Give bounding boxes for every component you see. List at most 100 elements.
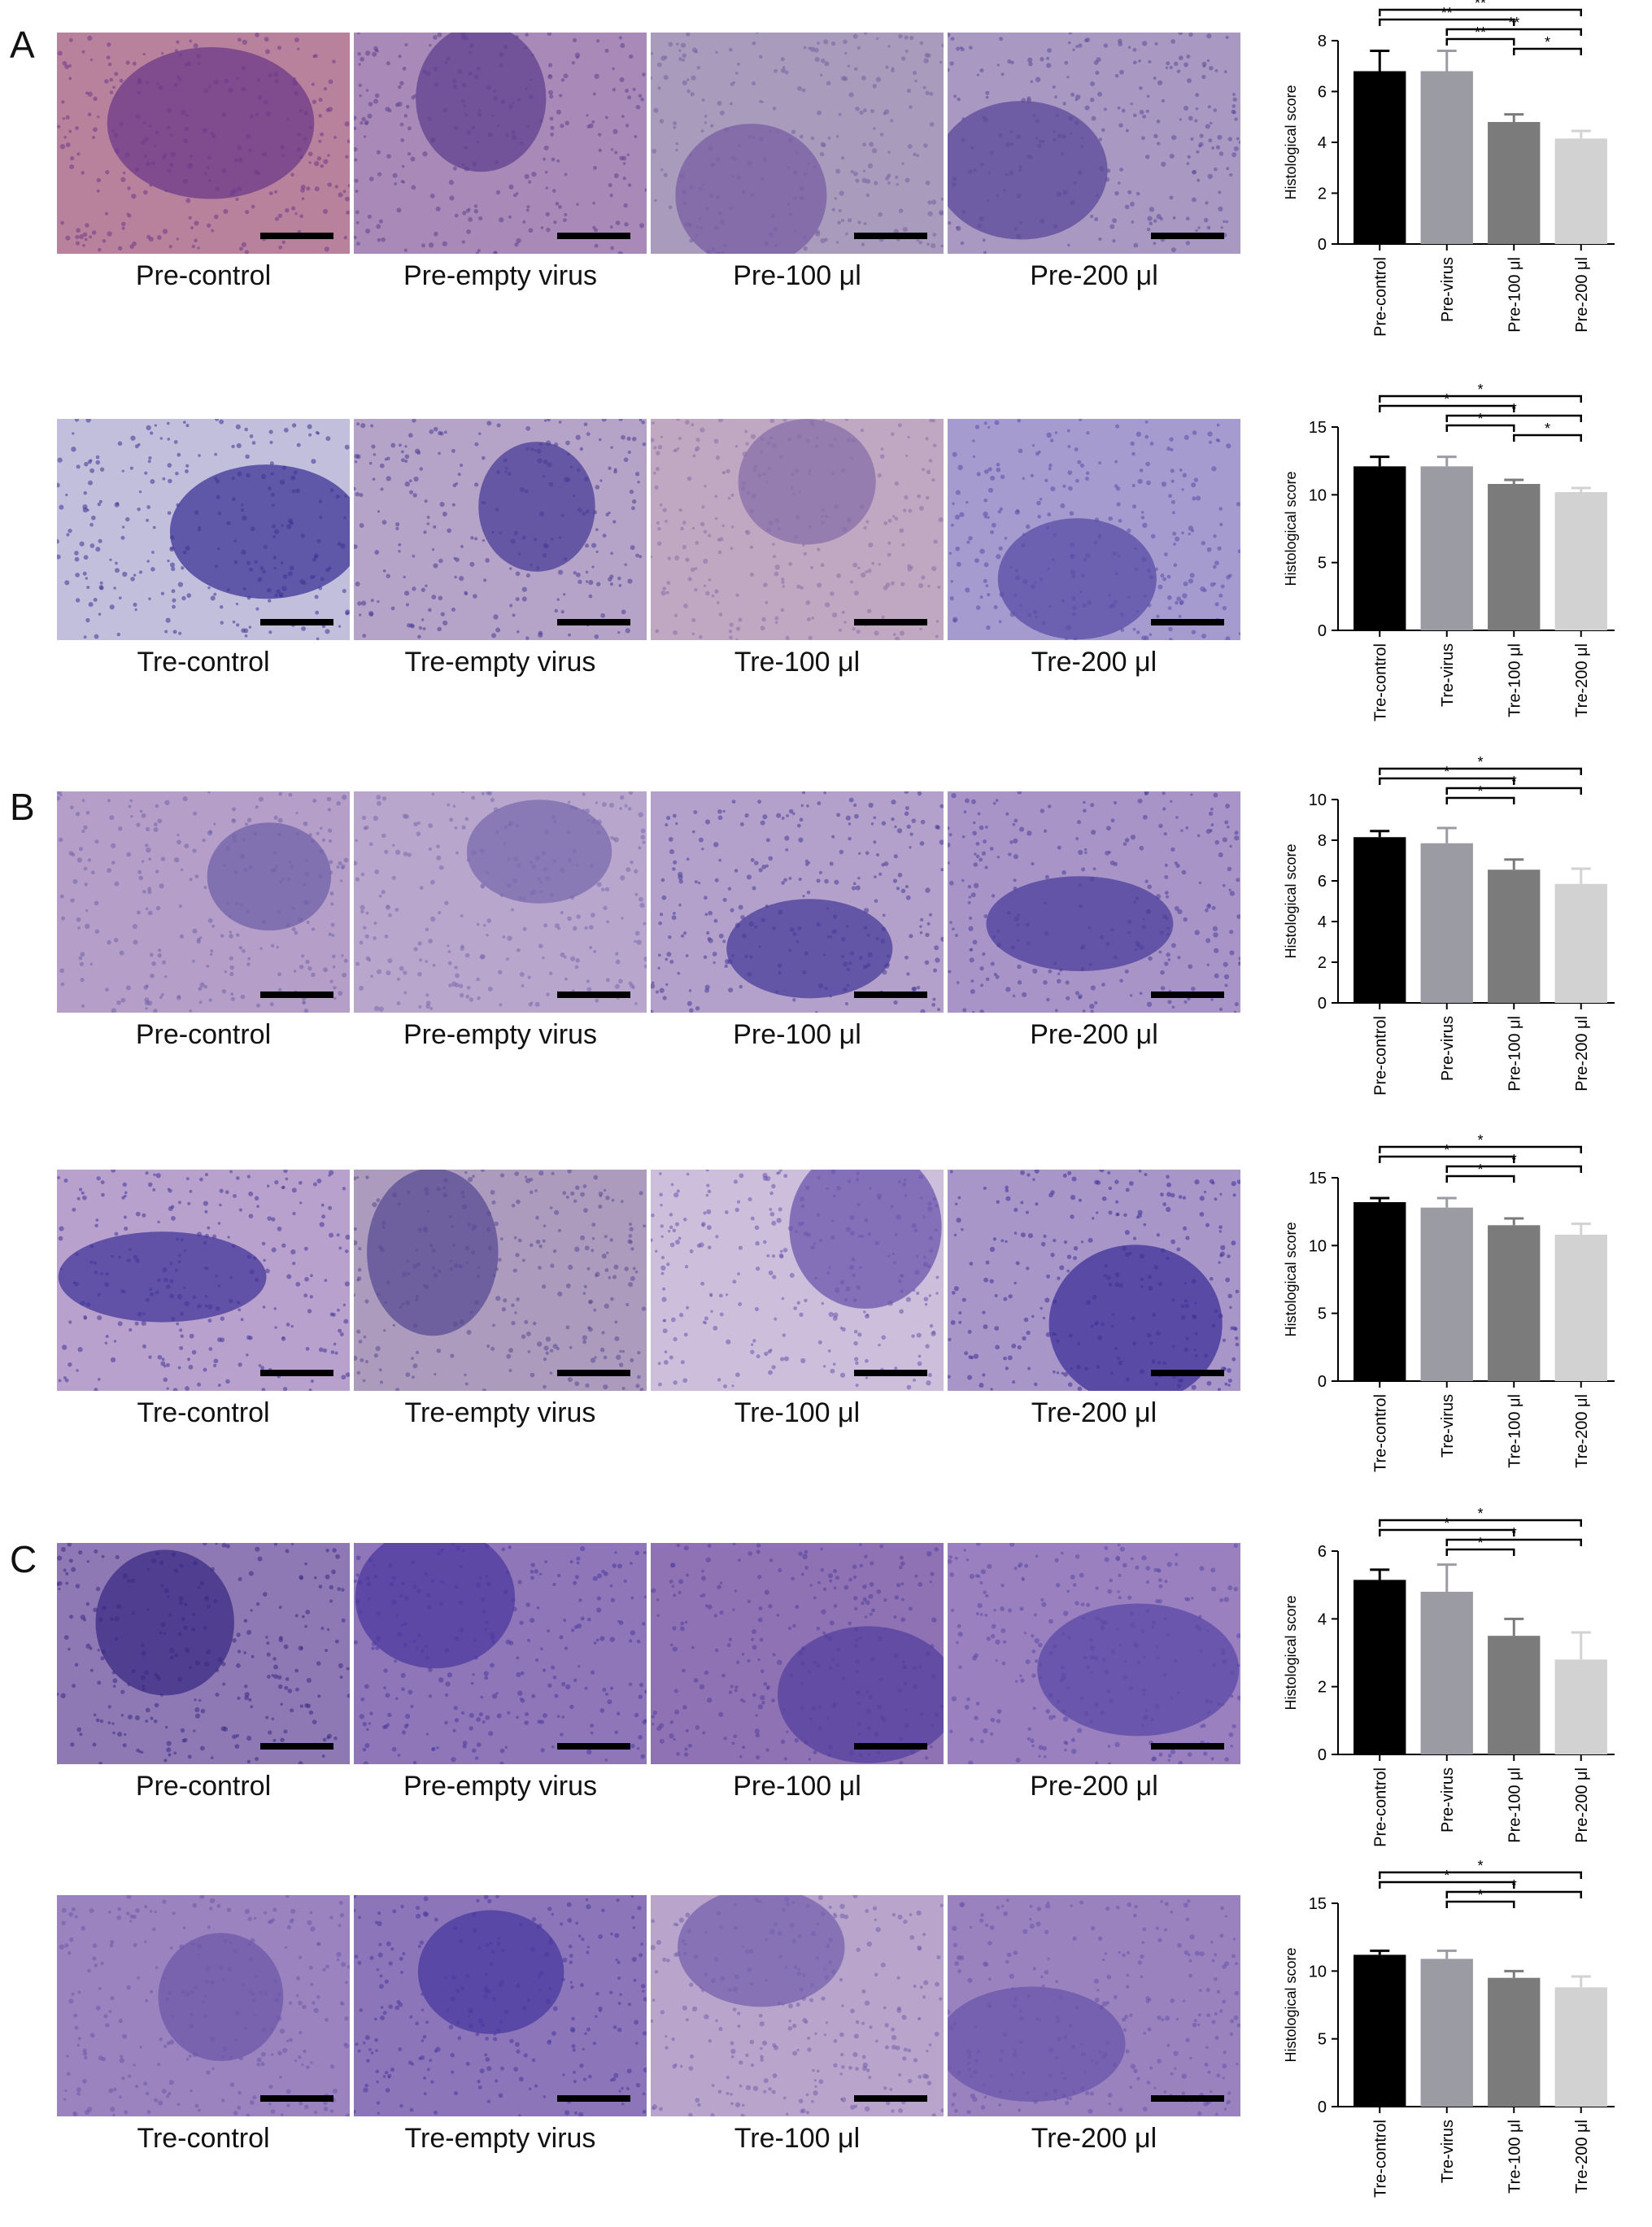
significance-bracket: [1379, 1881, 1515, 1889]
significance-bracket: [1379, 1528, 1515, 1536]
significance-bracket: [1379, 18, 1515, 26]
image-caption: Pre-100 μl: [733, 1019, 861, 1050]
y-axis-label: Histological score: [1283, 471, 1299, 586]
y-tick-label: 0: [1318, 1373, 1327, 1391]
scale-bar: [854, 1370, 927, 1376]
bar: [1353, 1202, 1406, 1381]
x-tick-label: Tre-control: [1371, 2120, 1389, 2198]
significance-label: **: [1508, 15, 1519, 31]
panel-letter: A: [10, 24, 35, 66]
bar: [1488, 122, 1541, 244]
x-tick-label: Pre-control: [1371, 1016, 1389, 1096]
image-caption: Pre-control: [135, 260, 272, 291]
micrograph-image: [948, 1895, 1240, 2116]
significance-label: *: [1477, 1506, 1483, 1522]
significance-bracket: [1379, 8, 1582, 16]
significance-bracket: [1445, 1175, 1515, 1183]
micrograph-image: [948, 1170, 1240, 1391]
micrograph-image: [354, 1170, 647, 1391]
significance-bracket: [1379, 1145, 1582, 1153]
micrograph-image: [354, 791, 647, 1013]
significance-bracket: [1379, 1155, 1515, 1163]
micrograph-image: [354, 1895, 647, 2116]
micrograph-image: [948, 791, 1240, 1013]
panel-letter: B: [10, 786, 35, 828]
significance-label: *: [1511, 1152, 1517, 1168]
significance-label: *: [1444, 1867, 1449, 1884]
significance-label: *: [1444, 391, 1449, 407]
x-tick-label: Pre-control: [1371, 257, 1389, 337]
significance-bracket: [1379, 1871, 1582, 1879]
x-tick-label: Pre-200 μl: [1573, 1767, 1591, 1843]
y-tick-label: 8: [1318, 832, 1327, 850]
scale-bar: [1151, 991, 1224, 998]
significance-label: *: [1444, 1142, 1449, 1158]
image-caption: Pre-200 μl: [1030, 260, 1158, 291]
y-tick-label: 2: [1318, 185, 1327, 203]
y-tick-label: 6: [1318, 1543, 1327, 1561]
significance-bracket: [1445, 1890, 1582, 1898]
significance-bracket: [1445, 1538, 1582, 1546]
scale-bar: [557, 991, 630, 998]
scale-bar: [1151, 1743, 1224, 1750]
micrograph-image: [948, 1543, 1240, 1764]
micrograph-image: [651, 1543, 944, 1764]
x-tick-label: Tre-virus: [1439, 1394, 1457, 1458]
significance-bracket: [1513, 434, 1582, 442]
x-tick-label: Tre-200 μl: [1573, 1394, 1591, 1468]
micrograph-image: [651, 33, 944, 254]
y-tick-label: 5: [1318, 555, 1327, 573]
significance-label: *: [1477, 1858, 1483, 1874]
significance-bracket: [1445, 787, 1582, 795]
x-tick-label: Tre-control: [1371, 643, 1389, 721]
scale-bar: [854, 1743, 927, 1750]
y-tick-label: 10: [1309, 486, 1327, 504]
y-tick-label: 0: [1318, 1746, 1327, 1764]
significance-label: **: [1475, 0, 1486, 11]
panel-letter: C: [10, 1538, 37, 1580]
scale-bar: [854, 233, 927, 239]
bar: [1353, 1580, 1406, 1754]
significance-label: *: [1477, 1887, 1483, 1903]
micrograph-image: [651, 419, 944, 640]
y-tick-label: 2: [1318, 954, 1327, 972]
bar: [1420, 71, 1473, 244]
image-caption: Tre-200 μl: [1031, 1397, 1157, 1428]
scale-bar: [854, 619, 927, 625]
image-caption: Tre-100 μl: [734, 647, 861, 678]
bar: [1488, 1977, 1541, 2107]
scale-bar: [1151, 619, 1224, 625]
significance-bracket: [1445, 1900, 1515, 1908]
image-caption: Tre-200 μl: [1031, 647, 1157, 678]
x-tick-label: Tre-200 μl: [1573, 2120, 1591, 2194]
significance-bracket: [1513, 47, 1582, 55]
x-tick-label: Pre-200 μl: [1573, 1016, 1591, 1092]
y-axis-label: Histological score: [1283, 1595, 1299, 1710]
image-caption: Pre-control: [135, 1771, 272, 1802]
bar-chart: 0 2 4 6 Histological score Pre-control Pre-vir…: [1283, 1506, 1615, 1847]
bar: [1420, 1207, 1473, 1381]
image-caption: Pre-100 μl: [733, 260, 861, 291]
image-caption: Pre-control: [135, 1019, 272, 1050]
bar-chart: 0 2 4 6 8 Histological score Pre-control Pre-vi…: [1283, 0, 1615, 337]
scale-bar: [557, 619, 630, 625]
bar: [1488, 1636, 1541, 1754]
scale-bar: [1151, 233, 1224, 239]
micrograph-image: [651, 1170, 944, 1391]
image-caption: Tre-control: [137, 1397, 270, 1428]
image-caption: Tre-100 μl: [734, 2123, 861, 2154]
significance-bracket: [1445, 28, 1582, 36]
y-axis-label: Histological score: [1283, 843, 1299, 958]
x-tick-label: Pre-virus: [1439, 257, 1457, 322]
significance-label: *: [1477, 1132, 1483, 1148]
scale-bar: [260, 991, 333, 998]
micrograph-image: [651, 1895, 944, 2116]
x-tick-label: Pre-200 μl: [1573, 257, 1591, 333]
bar: [1420, 466, 1473, 630]
y-tick-label: 8: [1318, 33, 1327, 50]
image-caption: Tre-empty virus: [404, 647, 596, 678]
significance-label: **: [1475, 24, 1486, 41]
y-tick-label: 0: [1318, 995, 1327, 1013]
micrograph-image: [651, 791, 944, 1013]
significance-bracket: [1379, 394, 1582, 403]
